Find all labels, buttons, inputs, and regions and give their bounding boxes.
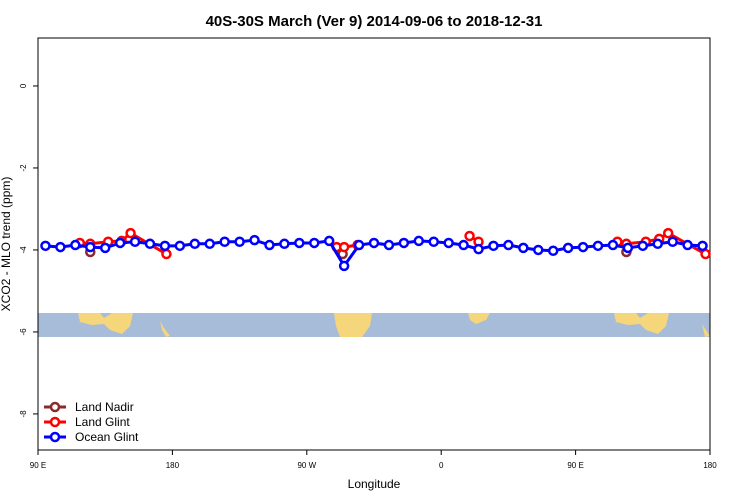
point: [398, 237, 410, 249]
point: [174, 240, 186, 252]
point: [518, 242, 529, 254]
point: [368, 237, 380, 249]
point: [279, 238, 290, 250]
point: [189, 238, 201, 250]
point: [383, 239, 395, 251]
point: [577, 241, 589, 253]
point: [161, 248, 172, 260]
legend-label: Ocean Glint: [75, 430, 139, 444]
y-tick-label: -8: [19, 410, 28, 418]
point: [473, 243, 484, 255]
point: [503, 239, 514, 251]
point: [607, 239, 619, 251]
x-tick-label: 90 W: [297, 461, 316, 470]
point: [70, 239, 81, 251]
point: [547, 245, 559, 257]
ocean-band: [38, 313, 710, 337]
point: [592, 240, 604, 252]
point: [464, 230, 475, 242]
point: [125, 227, 136, 239]
point: [637, 240, 649, 252]
point: [219, 236, 230, 247]
point: [652, 238, 663, 250]
point: [443, 237, 454, 249]
x-tick-label: 90 E: [567, 461, 583, 470]
legend-label: Land Glint: [75, 415, 130, 429]
land: [702, 324, 710, 337]
point: [700, 248, 711, 260]
point: [234, 236, 245, 247]
point: [204, 238, 215, 250]
point: [294, 237, 305, 249]
x-axis-label: Longitude: [348, 477, 401, 491]
point: [458, 239, 469, 251]
point: [338, 260, 350, 272]
point: [323, 235, 335, 247]
point: [662, 227, 674, 239]
point: [55, 241, 66, 253]
legend-label: Land Nadir: [75, 400, 134, 414]
x-tick-label: 90 E: [30, 461, 46, 470]
point: [144, 238, 156, 250]
point: [129, 236, 141, 247]
chart-title: 40S-30S March (Ver 9) 2014-09-06 to 2018…: [206, 13, 543, 30]
land: [160, 321, 170, 337]
point: [85, 241, 96, 253]
point: [488, 240, 499, 252]
y-tick-label: 0: [19, 83, 28, 88]
point: [114, 237, 126, 249]
legend-marker: [49, 401, 61, 413]
x-tick-label: 180: [166, 461, 180, 470]
y-tick-label: -2: [19, 164, 28, 172]
y-tick-label: -6: [19, 328, 28, 336]
point: [413, 235, 425, 247]
land: [614, 313, 669, 334]
point: [309, 237, 320, 249]
point: [533, 244, 544, 256]
x-tick-label: 0: [439, 461, 444, 470]
point: [622, 242, 634, 254]
land: [334, 313, 372, 337]
point: [249, 234, 260, 246]
map-strip: [38, 313, 710, 337]
point: [682, 239, 693, 251]
point: [667, 236, 678, 247]
point: [353, 239, 365, 251]
legend-marker: [49, 416, 61, 428]
land: [78, 313, 133, 334]
x-tick-label: 180: [703, 461, 717, 470]
point: [159, 240, 171, 252]
point: [338, 241, 350, 253]
point: [264, 239, 275, 251]
legend-marker: [49, 431, 61, 443]
point: [428, 236, 439, 247]
point: [40, 240, 51, 252]
y-tick-label: -4: [19, 246, 28, 254]
land: [468, 313, 490, 324]
y-axis-label: XCO2 - MLO trend (ppm): [0, 177, 13, 312]
point: [697, 240, 708, 252]
plot-frame: [37, 37, 711, 451]
point: [562, 242, 574, 254]
point: [99, 242, 111, 254]
